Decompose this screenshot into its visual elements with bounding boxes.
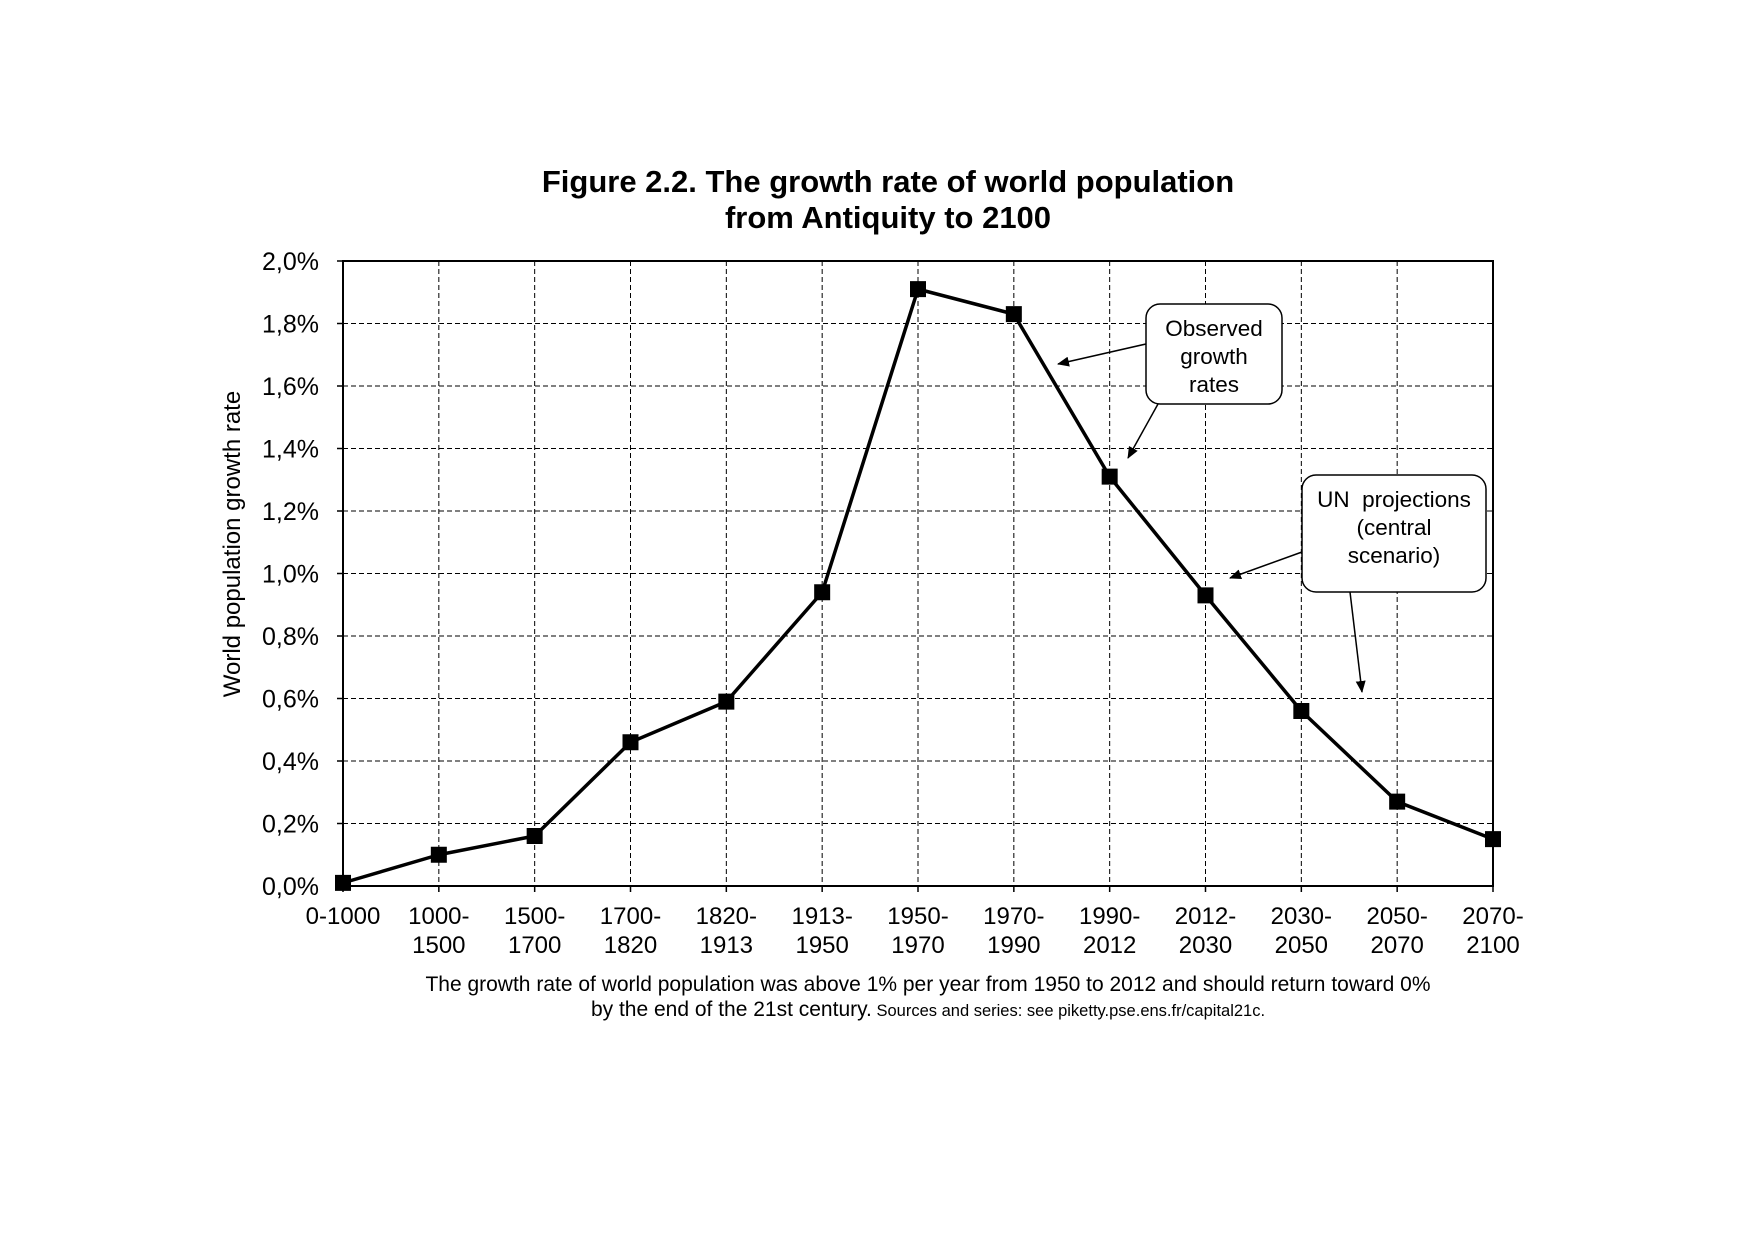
- data-point: [622, 734, 639, 751]
- x-tick-label: 0-1000: [306, 903, 381, 930]
- y-tick-label: 1,0%: [262, 561, 319, 589]
- x-tick-label: 1700: [508, 932, 561, 959]
- data-point: [1293, 703, 1310, 719]
- annotation-observed: Observed growth rates: [1057, 303, 1283, 459]
- x-tick-label: 1820-: [696, 903, 757, 930]
- data-point: [1485, 831, 1501, 848]
- x-tick-label: 1990: [987, 932, 1040, 959]
- y-tick-label: 1,8%: [262, 311, 319, 339]
- x-tick-label: 1970-: [983, 903, 1044, 930]
- x-tick-label: 1820: [604, 932, 657, 959]
- caption-source: Sources and series: see piketty.pse.ens.…: [872, 1002, 1265, 1020]
- caption-line-1: The growth rate of world population was …: [425, 973, 1430, 996]
- x-tick-label: 1970: [891, 932, 944, 959]
- y-tick-label: 0,0%: [262, 873, 319, 901]
- y-axis-label: World population growth rate: [219, 391, 246, 697]
- x-tick-label: 1500: [412, 932, 465, 959]
- data-point: [1197, 587, 1214, 604]
- x-tick-label: 1950-: [887, 903, 948, 930]
- x-tick-label: 1000-: [408, 903, 469, 930]
- x-tick-label: 2050-: [1366, 903, 1427, 930]
- x-tick-label: 1913-: [791, 903, 852, 930]
- annotation-observed-line-3: rates: [1189, 372, 1239, 397]
- x-tick-label: 2070-: [1462, 903, 1523, 930]
- annotation-observed-box: [1145, 303, 1283, 405]
- x-tick-label: 2012-: [1175, 903, 1236, 930]
- data-point: [910, 281, 926, 298]
- y-tick-label: 2,0%: [262, 248, 319, 276]
- y-axis-ticks: 0,0% 0,2% 0,4% 0,6% 0,8% 1,0% 1,2% 1,4% 1,6% 1,8%…: [262, 248, 343, 901]
- x-tick-label: 2070: [1370, 932, 1423, 959]
- x-tick-label: 1990-: [1079, 903, 1140, 930]
- caption-line-2: by the end of the 21st century. Sources …: [591, 998, 1265, 1021]
- y-tick-label: 0,4%: [262, 748, 319, 776]
- x-tick-label: 2050: [1275, 932, 1328, 959]
- caption-line-2-main: by the end of the 21st century.: [591, 998, 872, 1021]
- y-tick-label: 1,4%: [262, 436, 319, 464]
- y-tick-label: 1,6%: [262, 373, 319, 401]
- annotation-un-line-3: scenario): [1348, 543, 1441, 568]
- x-tick-label: 2030-: [1271, 903, 1332, 930]
- data-series: [335, 281, 1501, 891]
- annotation-un-arrow-1: [1229, 551, 1303, 579]
- x-tick-label: 1913: [700, 932, 753, 959]
- chart-title-line-2: from Antiquity to 2100: [725, 200, 1051, 235]
- data-point: [335, 874, 351, 891]
- y-tick-label: 1,2%: [262, 498, 319, 526]
- annotation-observed-line-1: Observed: [1165, 316, 1263, 341]
- annotation-un-projections: UN projections (central scenario): [1229, 474, 1487, 693]
- annotation-un-box: [1301, 474, 1487, 593]
- chart-title-line-1: Figure 2.2. The growth rate of world pop…: [542, 164, 1234, 199]
- x-tick-label: 2012: [1083, 932, 1136, 959]
- y-tick-label: 0,6%: [262, 686, 319, 714]
- annotation-observed-line-2: growth: [1180, 344, 1248, 369]
- x-tick-label: 1500-: [504, 903, 565, 930]
- y-tick-label: 0,8%: [262, 623, 319, 651]
- x-axis-ticks: 0-1000 1000-15001500-17001700-18201820-19…: [306, 886, 1524, 959]
- annotation-observed-arrow-1: [1057, 343, 1147, 367]
- chart-caption: The growth rate of world population was …: [425, 973, 1430, 1021]
- annotation-un-line-1: UN projections: [1317, 487, 1471, 512]
- annotation-un-line-2: (central: [1356, 515, 1431, 540]
- data-point: [430, 846, 447, 863]
- data-point: [814, 584, 831, 601]
- annotation-observed-arrow-2: [1127, 403, 1159, 459]
- data-point: [1101, 468, 1118, 485]
- x-tick-label: 1700-: [600, 903, 661, 930]
- x-tick-label: 2030: [1179, 932, 1232, 959]
- x-tick-label: 2100: [1466, 932, 1519, 959]
- data-point: [1389, 793, 1406, 810]
- y-tick-label: 0,2%: [262, 811, 319, 839]
- annotation-un-arrow-2: [1349, 591, 1366, 693]
- data-point: [718, 693, 735, 710]
- data-point: [526, 828, 543, 844]
- x-tick-label: 1950: [795, 932, 848, 959]
- chart-title: Figure 2.2. The growth rate of world pop…: [542, 164, 1234, 235]
- data-point: [1005, 306, 1022, 323]
- grid-lines: [343, 261, 1493, 886]
